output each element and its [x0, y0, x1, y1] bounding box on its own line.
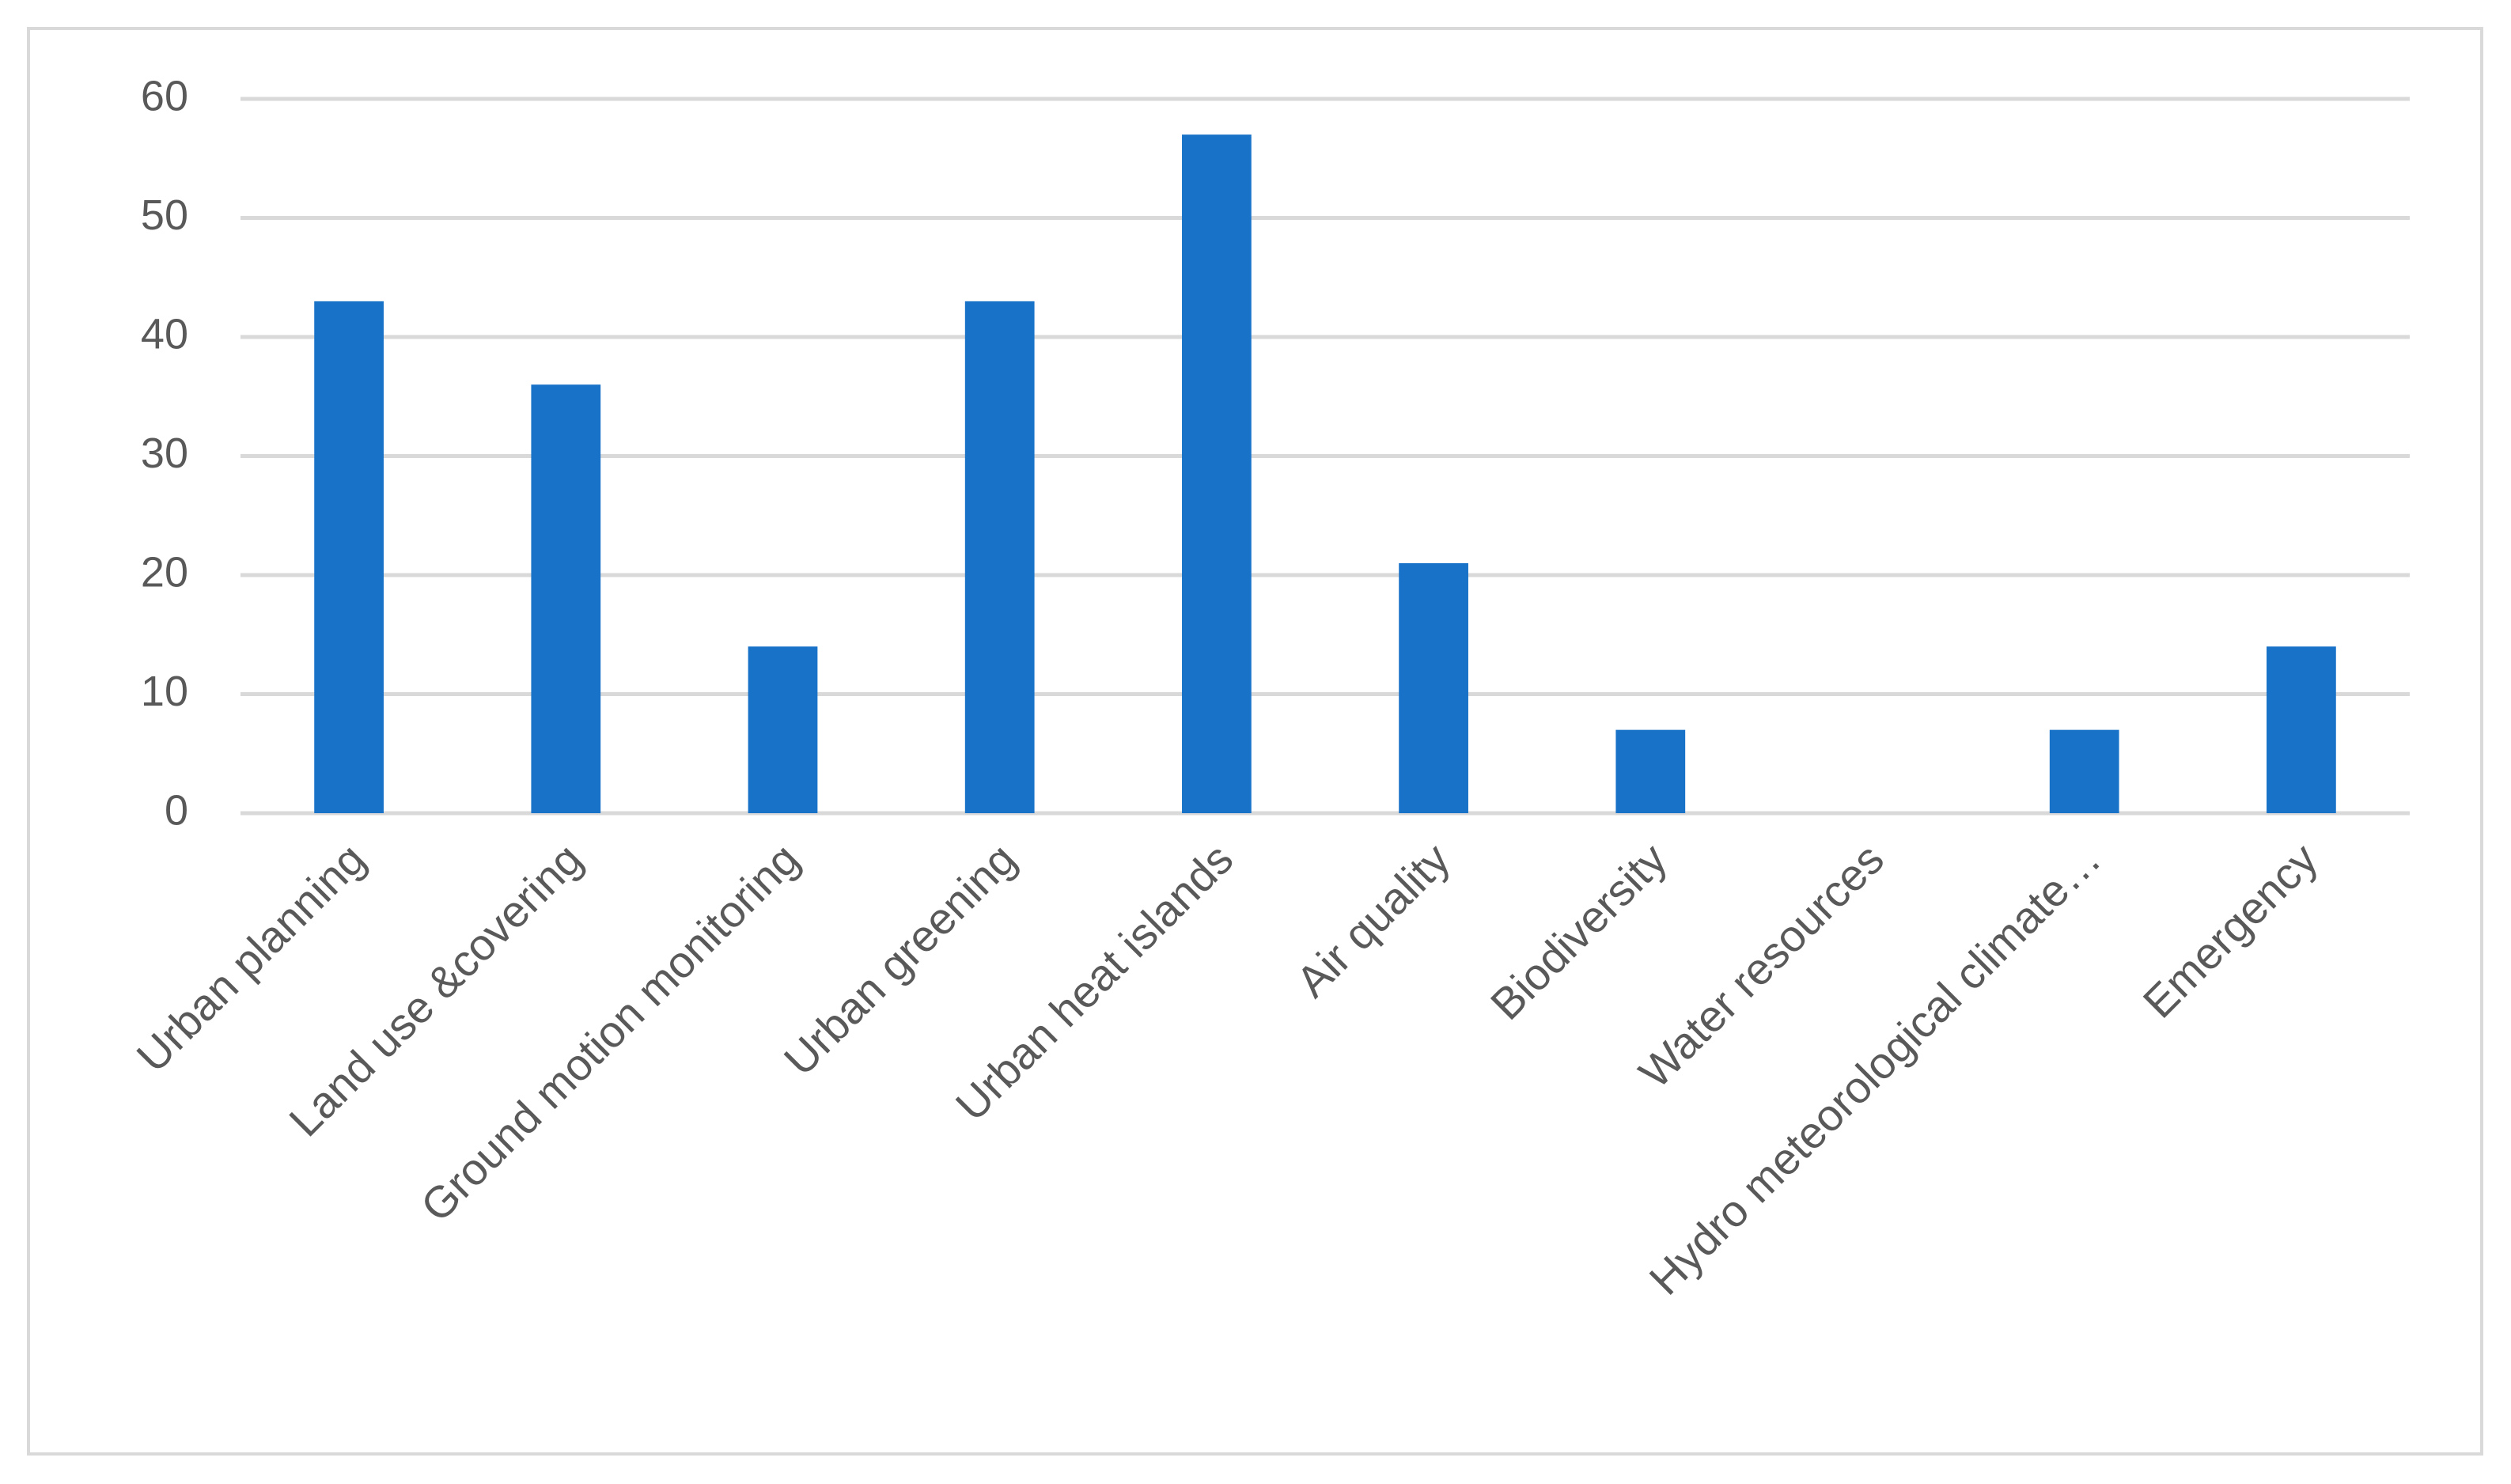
y-tick-label: 10 — [141, 668, 188, 715]
bar — [964, 301, 1035, 814]
bar — [1399, 562, 1468, 813]
y-tick-label: 30 — [141, 430, 188, 477]
bar — [1615, 729, 1686, 813]
bar — [2267, 646, 2336, 813]
bar — [1182, 134, 1252, 813]
bar — [314, 301, 384, 814]
y-tick-label: 0 — [165, 786, 188, 834]
y-tick-label: 50 — [141, 191, 188, 239]
y-tick-label: 40 — [141, 310, 188, 358]
y-tick-label: 60 — [141, 72, 188, 119]
y-tick-label: 20 — [141, 548, 188, 596]
bar — [531, 384, 601, 813]
bar — [748, 646, 818, 813]
bar — [2049, 729, 2119, 813]
